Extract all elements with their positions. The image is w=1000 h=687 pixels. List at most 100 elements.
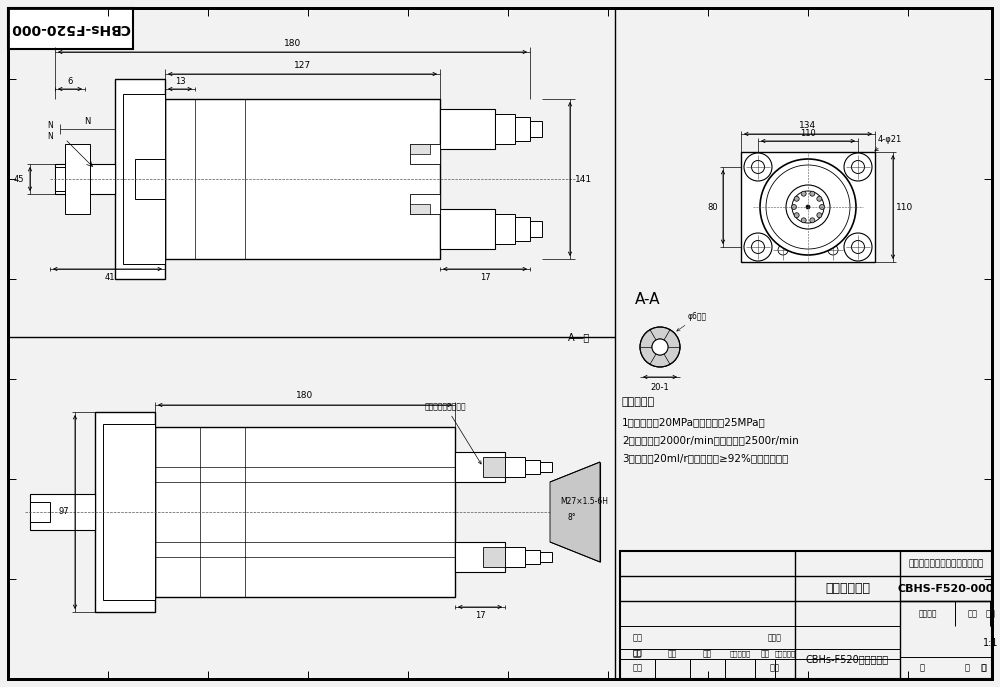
Bar [505, 547, 525, 567]
Text: 13: 13 [175, 76, 185, 85]
Text: 重量: 重量 [968, 609, 978, 618]
Text: 液压齿轮泵进出油口: 液压齿轮泵进出油口 [425, 402, 481, 464]
Text: 6: 6 [67, 76, 73, 85]
Circle shape [844, 233, 872, 261]
Bar [30, 502, 50, 522]
Circle shape [792, 191, 824, 223]
Circle shape [794, 196, 799, 201]
Bar [440, 109, 495, 149]
Text: 80: 80 [708, 203, 718, 212]
Bar [515, 117, 530, 141]
Bar [410, 204, 430, 214]
Text: 17: 17 [480, 273, 490, 282]
Text: 处数: 处数 [668, 649, 677, 659]
Bar [410, 144, 430, 154]
Text: CBHs-F520齿轮泵总成: CBHs-F520齿轮泵总成 [806, 654, 889, 664]
Bar [155, 427, 455, 597]
Text: 180: 180 [284, 38, 301, 47]
Text: N: N [84, 117, 91, 126]
Circle shape [794, 213, 799, 218]
Text: 17: 17 [475, 611, 485, 620]
Circle shape [786, 185, 830, 229]
Text: 97: 97 [59, 508, 69, 517]
Circle shape [844, 153, 872, 181]
Text: 110: 110 [896, 203, 914, 212]
Bar [495, 114, 515, 144]
Bar [95, 412, 155, 612]
Circle shape [766, 165, 850, 249]
Bar [540, 462, 552, 472]
Text: 8°: 8° [567, 513, 576, 521]
Text: 审核: 审核 [633, 649, 642, 657]
Text: 年、月、日: 年、月、日 [774, 651, 796, 657]
Text: 141: 141 [575, 174, 593, 183]
Bar [525, 460, 540, 474]
Text: A―测: A―测 [568, 332, 590, 342]
Text: 常州博信华盛液压科技有限公司: 常州博信华盛液压科技有限公司 [908, 559, 984, 568]
Circle shape [810, 218, 815, 223]
Text: 45: 45 [14, 174, 24, 183]
Circle shape [652, 339, 668, 355]
Text: CBHS-F520-000: CBHS-F520-000 [898, 583, 994, 594]
Bar [135, 159, 165, 199]
Text: A-A: A-A [635, 292, 660, 307]
Bar [123, 94, 165, 264]
Text: 标记: 标记 [633, 649, 642, 659]
Circle shape [810, 191, 815, 196]
Bar [410, 194, 440, 214]
Circle shape [752, 161, 765, 174]
Bar [455, 542, 505, 572]
Text: 套: 套 [965, 664, 970, 673]
Text: M27×1.5-6H: M27×1.5-6H [560, 497, 608, 506]
Polygon shape [550, 462, 600, 562]
Circle shape [806, 205, 810, 209]
Bar [103, 424, 155, 600]
Bar [525, 550, 540, 564]
Circle shape [820, 205, 824, 210]
Bar [620, 551, 992, 679]
Bar [515, 217, 530, 241]
Circle shape [778, 245, 788, 255]
Circle shape [801, 218, 806, 223]
Text: 1:1: 1:1 [983, 638, 999, 648]
Bar [115, 79, 165, 279]
Text: 比例: 比例 [986, 609, 996, 618]
Text: 134: 134 [799, 122, 817, 131]
Text: 套: 套 [982, 664, 986, 673]
Circle shape [817, 213, 822, 218]
Circle shape [852, 240, 864, 254]
Bar [30, 494, 95, 530]
Bar [741, 152, 875, 262]
Circle shape [817, 196, 822, 201]
Circle shape [640, 327, 680, 367]
Bar [165, 99, 440, 259]
Text: N
N: N N [47, 122, 53, 141]
Text: 共: 共 [920, 664, 925, 673]
Bar [505, 457, 525, 477]
Circle shape [752, 240, 765, 254]
Bar [483, 457, 505, 477]
Circle shape [744, 153, 772, 181]
Circle shape [652, 339, 668, 355]
Text: φ6均布: φ6均布 [677, 312, 707, 331]
Circle shape [801, 191, 806, 196]
Text: 图数标记: 图数标记 [918, 609, 937, 618]
Bar [530, 121, 542, 137]
Bar [530, 221, 542, 237]
Bar [540, 552, 552, 562]
Text: 180: 180 [296, 392, 314, 401]
Text: 标准化: 标准化 [768, 633, 782, 642]
Text: 分区: 分区 [703, 649, 712, 659]
Bar [410, 144, 440, 164]
Text: 第: 第 [980, 664, 986, 673]
Text: 描图: 描图 [770, 664, 780, 673]
Text: 110: 110 [800, 128, 816, 137]
Text: 2、额定转速2000r/min，最高转速2500r/min: 2、额定转速2000r/min，最高转速2500r/min [622, 435, 799, 445]
Circle shape [852, 161, 864, 174]
Text: 设计: 设计 [633, 633, 642, 642]
Text: 外连接尺寸图: 外连接尺寸图 [825, 582, 870, 595]
Text: 41: 41 [105, 273, 115, 282]
Bar [440, 209, 495, 249]
Circle shape [828, 245, 838, 255]
Bar [483, 547, 505, 567]
